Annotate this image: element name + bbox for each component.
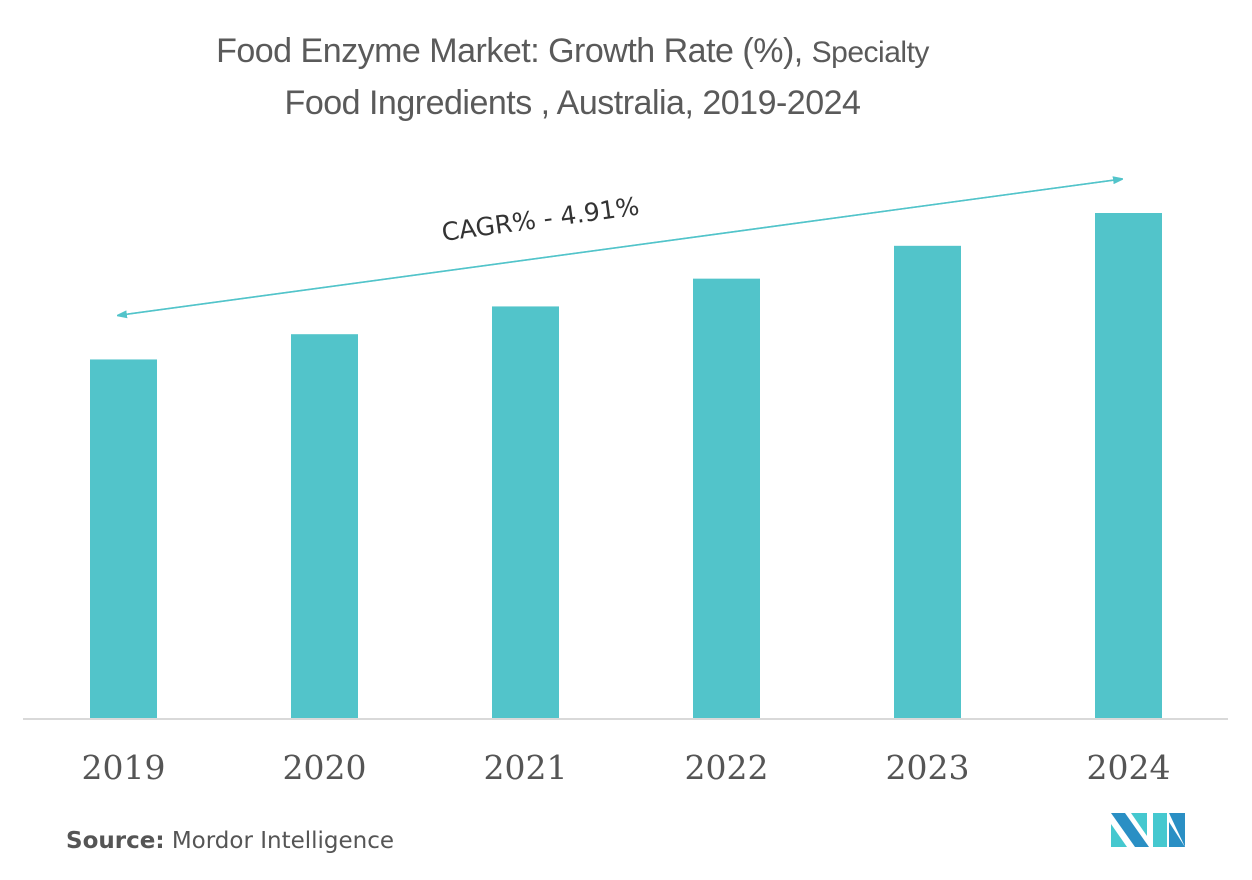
x-tick-2021: 2021 xyxy=(484,748,568,787)
bars-group xyxy=(90,213,1162,718)
bar-2021 xyxy=(492,306,559,718)
cagr-arrow-left xyxy=(118,178,1123,316)
chart-title: Food Enzyme Market: Growth Rate (%), Spe… xyxy=(0,26,1145,128)
x-tick-2024: 2024 xyxy=(1087,748,1171,787)
x-tick-2022: 2022 xyxy=(685,748,769,787)
bar-2023 xyxy=(894,245,961,718)
title-line-1: Food Enzyme Market: Growth Rate (%), xyxy=(216,32,803,70)
x-tick-2020: 2020 xyxy=(283,748,367,787)
title-line-1-suffix: Specialty xyxy=(811,36,930,69)
bar-2022 xyxy=(693,278,760,718)
x-tick-2023: 2023 xyxy=(886,748,970,787)
source-note: Source: Mordor Intelligence xyxy=(66,828,394,854)
title-line-2: Food Ingredients , Australia, 2019-2024 xyxy=(284,84,861,122)
cagr-annotation: CAGR% - 4.91% xyxy=(440,192,641,247)
x-tick-labels: 2019 2020 2021 2022 2023 2024 xyxy=(82,748,1171,787)
bar-2024 xyxy=(1095,213,1162,718)
source-label: Source: xyxy=(66,828,165,854)
mordor-intelligence-logo-icon xyxy=(1111,813,1185,847)
source-value: Mordor Intelligence xyxy=(171,828,395,854)
x-tick-2019: 2019 xyxy=(82,748,166,787)
bar-2019 xyxy=(90,359,157,718)
bar-2020 xyxy=(291,334,358,718)
